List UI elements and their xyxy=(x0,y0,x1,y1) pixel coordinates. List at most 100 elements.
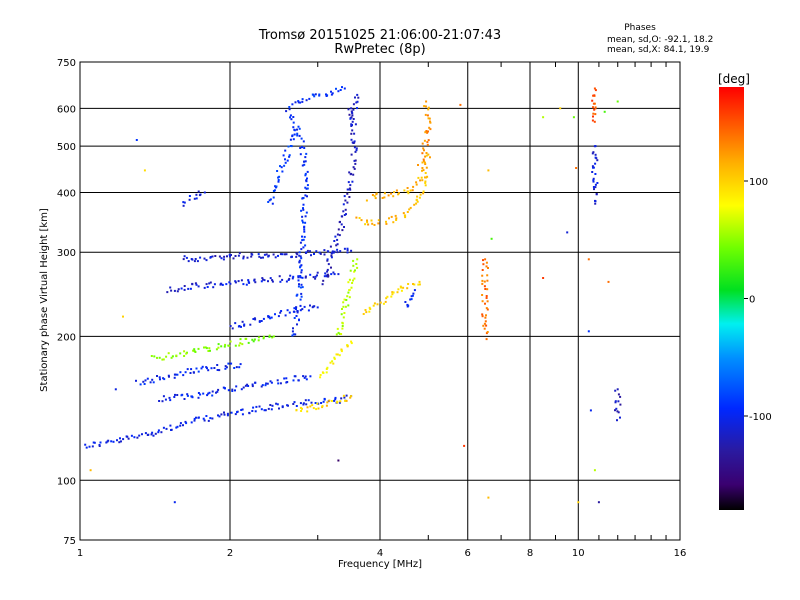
y-tick-label: 300 xyxy=(57,248,76,259)
data-point xyxy=(202,392,205,395)
data-point xyxy=(297,279,300,282)
data-point xyxy=(366,219,368,222)
data-point xyxy=(200,367,203,370)
data-point xyxy=(296,253,299,256)
data-point xyxy=(284,149,287,152)
data-point xyxy=(273,189,276,192)
data-point xyxy=(220,257,223,260)
data-point xyxy=(299,255,302,258)
data-point xyxy=(356,258,359,261)
data-point xyxy=(207,392,210,395)
y-tick-label: 200 xyxy=(57,332,76,343)
data-point xyxy=(269,198,272,201)
data-point xyxy=(229,255,231,258)
data-point xyxy=(300,295,303,298)
data-point xyxy=(119,437,121,440)
data-point xyxy=(591,119,594,122)
data-point xyxy=(150,433,153,436)
data-point xyxy=(336,248,339,251)
data-point xyxy=(275,185,278,188)
data-point xyxy=(268,334,271,337)
data-point xyxy=(594,156,597,159)
data-point xyxy=(617,411,620,414)
data-point xyxy=(352,108,355,111)
data-point xyxy=(209,256,212,258)
data-point xyxy=(326,270,329,273)
data-point xyxy=(382,302,385,305)
data-point xyxy=(404,301,407,303)
data-point xyxy=(313,253,315,255)
data-point xyxy=(416,195,419,198)
data-point xyxy=(592,94,595,97)
data-point xyxy=(281,278,284,281)
data-point xyxy=(167,352,170,355)
data-point xyxy=(251,253,254,256)
data-point xyxy=(372,304,375,307)
data-point xyxy=(315,408,318,411)
data-point xyxy=(252,340,255,343)
data-point xyxy=(572,116,575,119)
data-point xyxy=(122,438,125,441)
data-point xyxy=(296,132,299,135)
data-point xyxy=(542,116,545,119)
data-point xyxy=(350,286,353,289)
data-point xyxy=(335,244,338,247)
data-point xyxy=(302,208,305,211)
data-point xyxy=(157,429,160,432)
data-point xyxy=(559,107,562,110)
data-point xyxy=(98,444,101,446)
data-point xyxy=(304,375,307,378)
data-point xyxy=(355,263,358,265)
data-point xyxy=(298,283,300,286)
data-point xyxy=(260,320,263,322)
data-point xyxy=(337,273,340,276)
data-point xyxy=(105,441,108,444)
data-point xyxy=(188,198,191,201)
data-point xyxy=(407,192,410,195)
phase-box-heading: Phases xyxy=(624,23,656,33)
data-point xyxy=(354,269,356,272)
data-point xyxy=(348,196,351,198)
data-point xyxy=(594,199,596,202)
data-point xyxy=(269,277,272,280)
data-point xyxy=(348,288,351,291)
data-point xyxy=(393,191,396,194)
data-point xyxy=(351,129,354,132)
data-point xyxy=(143,169,146,172)
data-point xyxy=(400,289,403,292)
axis-ticks: 1 2 4 6 8 10 16 75 100 200 300 400 500 600 750 xyxy=(57,58,686,559)
data-point xyxy=(209,281,212,284)
data-point xyxy=(459,103,462,106)
data-point xyxy=(293,307,296,310)
data-point xyxy=(349,117,352,120)
data-point xyxy=(217,388,220,391)
plot-frame xyxy=(79,61,681,541)
data-point xyxy=(281,406,284,409)
data-point xyxy=(193,350,196,353)
data-point xyxy=(268,315,271,318)
data-point xyxy=(251,410,254,412)
data-point xyxy=(413,203,416,206)
data-point xyxy=(161,358,164,361)
data-point xyxy=(365,311,368,314)
data-point xyxy=(303,305,306,308)
data-point xyxy=(591,99,594,102)
data-point xyxy=(298,318,300,321)
data-point xyxy=(424,172,427,174)
data-point xyxy=(197,190,200,193)
data-point xyxy=(404,214,407,217)
data-point xyxy=(415,181,418,184)
data-point xyxy=(306,249,309,252)
data-point xyxy=(353,159,356,162)
y-axis-label: Stationary phase Virtual Height [km] xyxy=(39,208,50,392)
data-point xyxy=(298,127,301,130)
data-point xyxy=(371,194,374,196)
data-point xyxy=(281,253,284,256)
data-point xyxy=(224,343,227,346)
data-point xyxy=(288,106,291,108)
data-point xyxy=(353,270,356,273)
y-tick-label: 500 xyxy=(57,142,76,153)
data-point xyxy=(241,408,244,411)
data-point xyxy=(202,417,205,420)
data-point xyxy=(250,255,253,258)
